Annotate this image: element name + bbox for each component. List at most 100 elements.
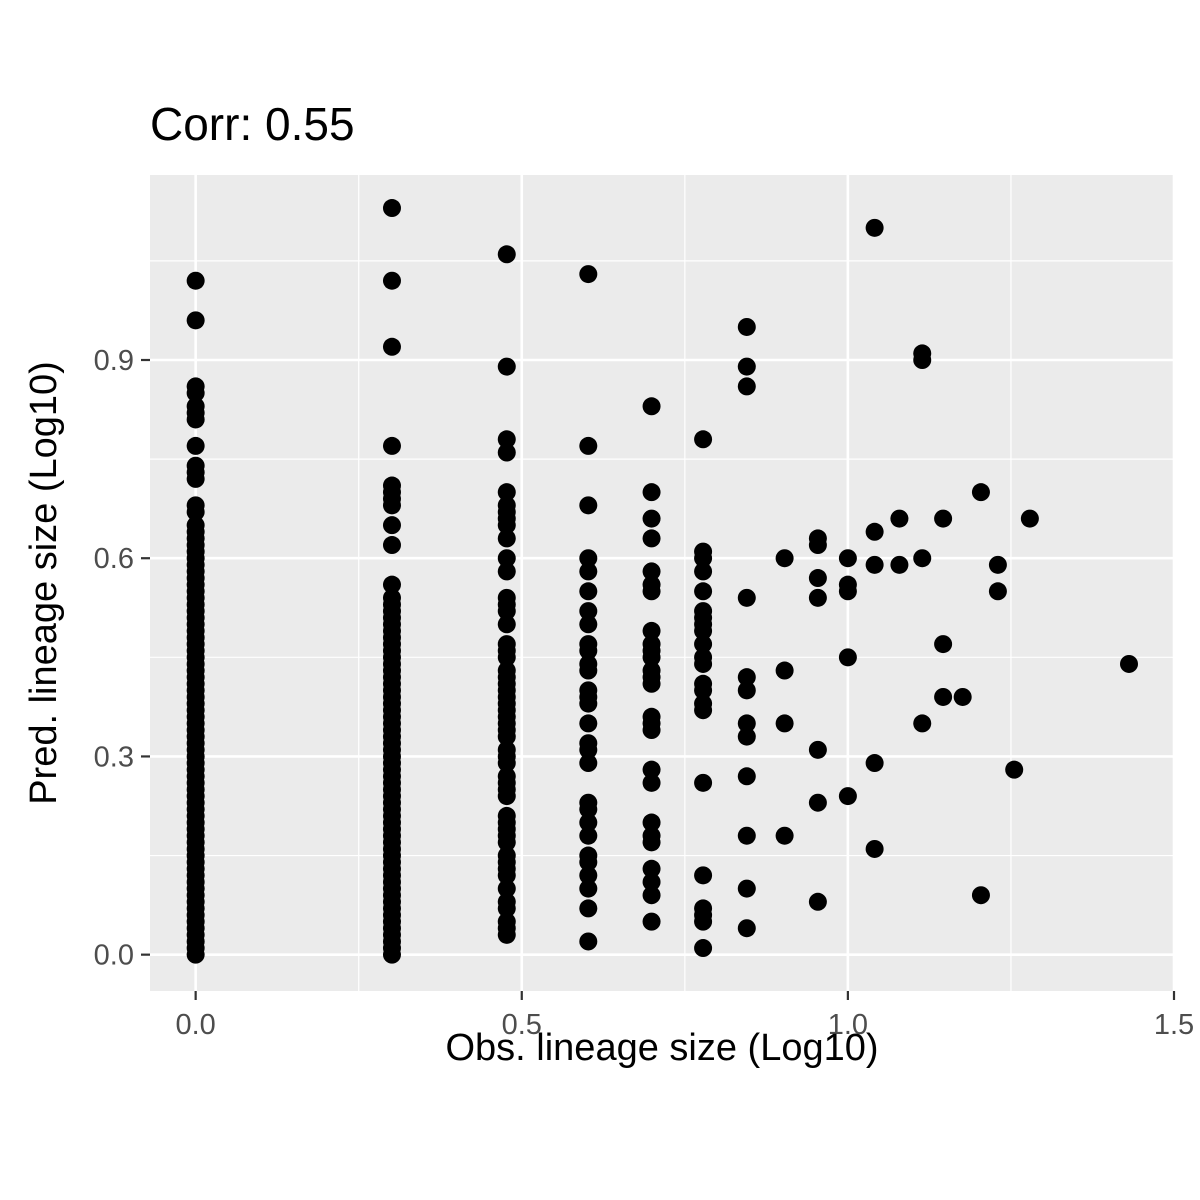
data-point [382,496,401,515]
data-point [579,694,598,713]
data-point [186,469,205,488]
data-point [838,549,857,568]
data-point [579,932,598,951]
data-point [642,582,661,601]
data-point [579,265,598,284]
data-point [382,199,401,218]
data-point [579,714,598,733]
data-point [497,602,516,621]
data-point [642,813,661,832]
y-tick-label: 0.3 [94,741,134,773]
data-point [775,661,794,680]
data-point [838,648,857,667]
x-axis-title: Obs. lineage size (Log10) [445,1027,878,1069]
data-point [865,218,884,237]
data-point [497,483,516,502]
data-point [579,866,598,885]
data-point [497,899,516,918]
chart-title: Corr: 0.55 [150,98,355,150]
data-point [579,826,598,845]
data-point [642,483,661,502]
data-point [737,357,756,376]
data-point [497,787,516,806]
data-point [186,502,205,521]
data-point [694,562,713,581]
data-point [497,443,516,462]
data-point [186,271,205,290]
data-point [838,582,857,601]
y-axis-title: Pred. lineage size (Log10) [23,361,65,805]
data-point [913,549,932,568]
data-point [579,562,598,581]
data-point [642,529,661,548]
data-point [694,939,713,958]
data-point [642,886,661,905]
data-point [642,621,661,640]
data-point [497,866,516,885]
data-point [808,588,827,607]
data-point [988,555,1007,574]
data-point [579,899,598,918]
data-point [808,536,827,555]
data-point [737,668,756,687]
data-point [694,582,713,601]
data-point [186,945,205,964]
data-point [579,754,598,773]
data-point [737,767,756,786]
data-point [497,430,516,449]
data-point [737,588,756,607]
data-point [382,945,401,964]
data-point [808,892,827,911]
data-point [737,727,756,746]
data-point [579,602,598,621]
data-point [737,879,756,898]
data-point [934,635,953,654]
data-point [579,549,598,568]
data-point [382,516,401,535]
y-tick-label: 0.9 [94,345,134,377]
data-point [890,509,909,528]
data-point [775,714,794,733]
x-tick-label: 1.5 [1154,1009,1194,1041]
data-point [579,615,598,634]
y-tick-label: 0.0 [94,940,134,972]
data-point [579,436,598,455]
data-point [642,912,661,931]
data-point [971,483,990,502]
y-axis: 0.0 0.3 0.6 0.9 [94,345,150,972]
data-point [382,536,401,555]
data-point [890,555,909,574]
data-point [808,793,827,812]
data-point [808,740,827,759]
data-point [642,872,661,891]
data-point [737,681,756,700]
data-point [1005,760,1024,779]
data-point [953,687,972,706]
data-point [579,641,598,660]
y-tick-label: 0.6 [94,543,134,575]
data-point [186,436,205,455]
data-point [642,509,661,528]
data-point [579,879,598,898]
data-point [775,549,794,568]
data-point [382,575,401,594]
data-point [497,879,516,898]
data-points [186,199,1138,964]
data-point [642,833,661,852]
data-point [579,582,598,601]
data-point [865,555,884,574]
data-point [934,509,953,528]
data-point [737,317,756,336]
data-point [642,773,661,792]
data-point [497,754,516,773]
data-point [497,833,516,852]
data-point [186,410,205,429]
data-point [694,866,713,885]
data-point [497,925,516,944]
data-point [694,681,713,700]
data-point [497,529,516,548]
data-point [642,674,661,693]
plot-panel [150,175,1174,991]
data-point [694,635,713,654]
